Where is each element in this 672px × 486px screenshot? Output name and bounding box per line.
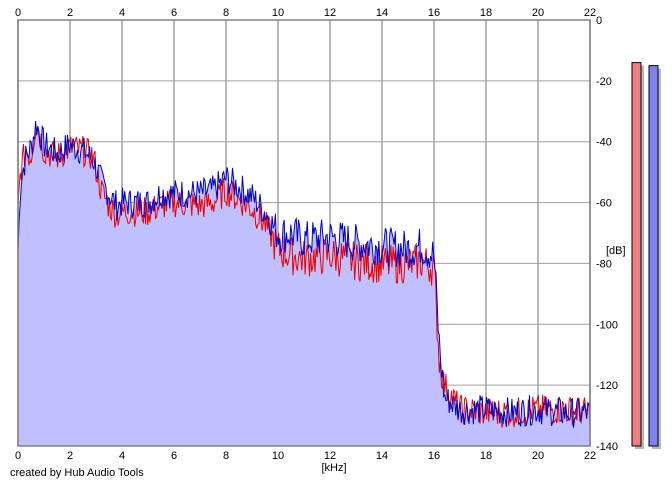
x-tick-label-top: 16 — [428, 7, 440, 19]
x-tick-label-bottom: 10 — [272, 450, 284, 462]
y-tick-label: -60 — [596, 198, 612, 210]
x-tick-label-bottom: 14 — [376, 450, 388, 462]
x-tick-label-top: 14 — [376, 7, 388, 19]
y-axis-label: [dB] — [606, 245, 626, 257]
y-tick-label: -100 — [596, 319, 618, 331]
spectrum-area — [18, 121, 590, 446]
y-tick-label: -140 — [596, 441, 618, 453]
x-tick-label-top: 20 — [532, 7, 544, 19]
level-meters — [631, 62, 661, 450]
x-tick-label-bottom: 16 — [428, 450, 440, 462]
y-tick-label: -80 — [596, 258, 612, 270]
level-meter-bar — [631, 62, 642, 447]
level-meter-bar — [648, 65, 659, 447]
series-line — [17, 125, 591, 428]
x-tick-label-bottom: 2 — [67, 450, 73, 462]
x-tick-label-top: 18 — [480, 7, 492, 19]
x-tick-label-top: 6 — [171, 7, 177, 19]
x-tick-label-top: 2 — [67, 7, 73, 19]
y-tick-label: -120 — [596, 380, 618, 392]
y-tick-label: -20 — [596, 76, 612, 88]
x-axis-label: [kHz] — [321, 462, 346, 474]
plot-border — [17, 19, 591, 447]
x-tick-label-bottom: 0 — [15, 450, 21, 462]
x-tick-label-bottom: 4 — [119, 450, 125, 462]
credit-text: created by Hub Audio Tools — [10, 467, 144, 479]
y-tick-labels: 0 -20 -40 -60 -80 -100 -120 -140 — [596, 15, 618, 453]
y-tick-label: -40 — [596, 137, 612, 149]
spectrum-fill — [18, 121, 590, 446]
x-tick-label-top: 0 — [15, 7, 21, 19]
series-lines — [17, 120, 591, 428]
x-tick-label-bottom: 18 — [480, 450, 492, 462]
x-tick-label-bottom: 12 — [324, 450, 336, 462]
x-tick-label-bottom: 22 — [584, 450, 596, 462]
series-line — [17, 120, 591, 428]
x-tick-label-bottom: 8 — [223, 450, 229, 462]
x-tick-label-bottom: 20 — [532, 450, 544, 462]
x-tick-label-top: 10 — [272, 7, 284, 19]
x-tick-label-top: 22 — [584, 7, 596, 19]
x-tick-label-top: 4 — [119, 7, 125, 19]
plot-frame — [17, 19, 591, 447]
y-tick-label: 0 — [596, 15, 602, 27]
x-tick-label-bottom: 6 — [171, 450, 177, 462]
x-tick-label-top: 12 — [324, 7, 336, 19]
x-tick-label-top: 8 — [223, 7, 229, 19]
